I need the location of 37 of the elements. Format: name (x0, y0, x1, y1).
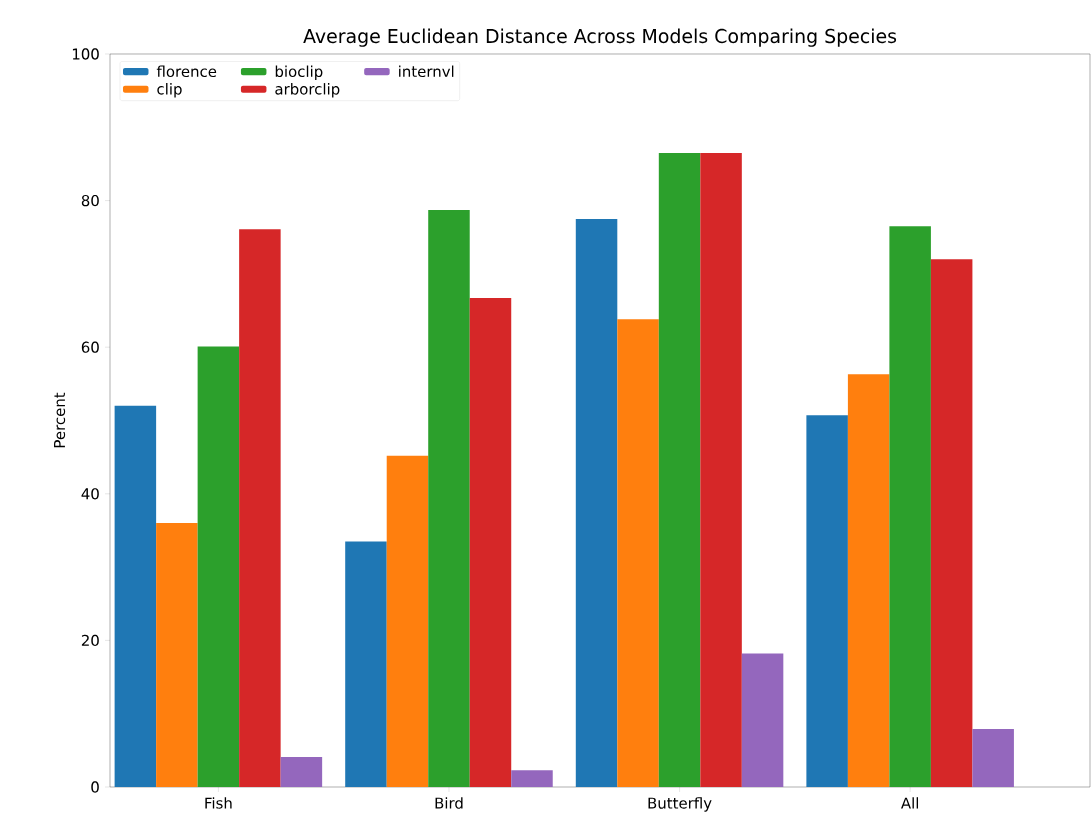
bar (741, 653, 784, 787)
legend-label: clip (157, 83, 182, 98)
bar (345, 541, 387, 787)
chart-title: Average Euclidean Distance Across Models Comparing Species (303, 28, 897, 47)
y-tick-label: 0 (91, 781, 99, 793)
bar (806, 415, 848, 787)
x-tick-label: Bird (435, 797, 463, 809)
bar (156, 523, 198, 787)
x-tick-label: Butterfly (648, 797, 712, 812)
bar (386, 455, 429, 787)
y-tick-label: 80 (81, 194, 99, 207)
bar (239, 229, 281, 787)
bar (469, 298, 512, 787)
bar (280, 756, 323, 787)
bar (889, 226, 931, 787)
bar (847, 374, 890, 787)
x-tick-label: All (901, 797, 919, 809)
y-tick-label: 40 (81, 488, 99, 500)
y-axis-title: Percent (54, 392, 66, 448)
bar (658, 152, 701, 787)
legend-label: internvl (399, 65, 454, 78)
bar (617, 319, 659, 787)
legend-label: bioclip (275, 65, 323, 80)
bar (972, 729, 1014, 787)
bar (930, 259, 973, 787)
legend-label: florence (156, 65, 217, 78)
bar (511, 770, 553, 787)
y-tick-label: 20 (81, 634, 99, 647)
y-tick-label: 100 (72, 48, 99, 60)
bar (428, 210, 470, 787)
bar (700, 152, 742, 787)
y-tick-label: 60 (81, 341, 99, 353)
legend-label: arborclip (275, 83, 340, 98)
bar (197, 346, 240, 787)
bar (114, 405, 157, 787)
x-tick-label: Fish (205, 797, 232, 809)
bar (575, 218, 618, 787)
